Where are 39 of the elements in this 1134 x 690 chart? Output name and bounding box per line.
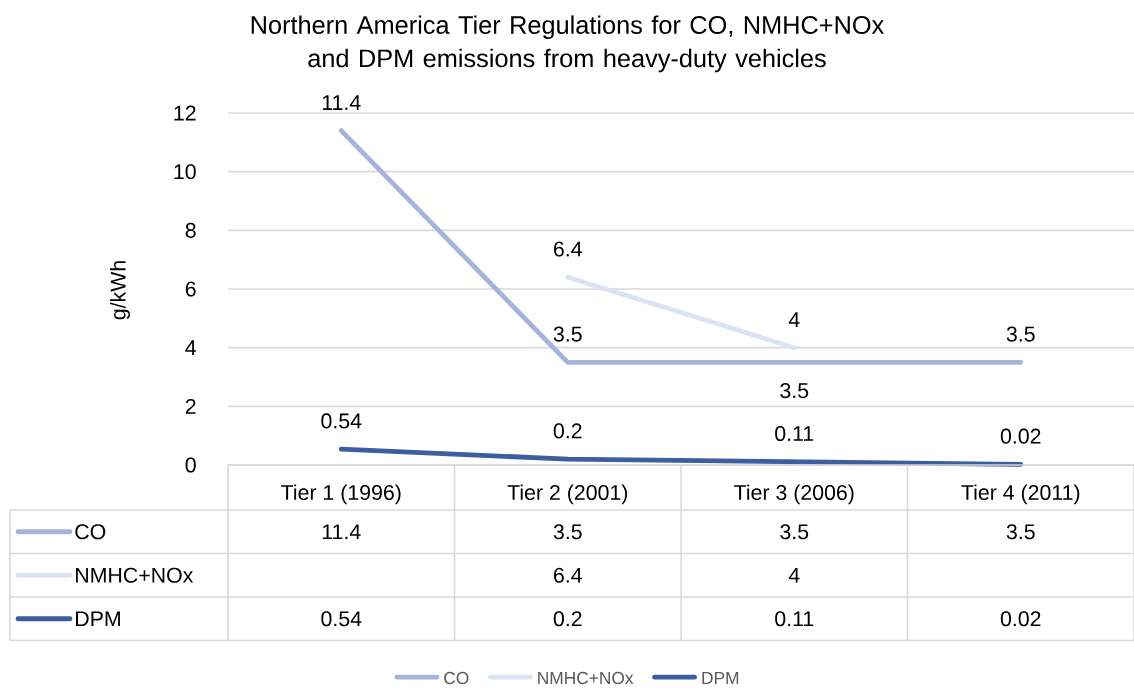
data-label: 0.02 <box>1000 428 1041 444</box>
data-label: 3.5 <box>553 326 582 342</box>
text: DPM <box>76 611 120 627</box>
data-label: 0.54 <box>321 413 362 429</box>
data-label: 3.5 <box>780 383 809 399</box>
text: 6.4 <box>554 567 582 583</box>
y-tick-label: 6 <box>185 281 196 297</box>
y-tick-label: 4 <box>185 340 196 356</box>
text: 3.5 <box>1006 524 1035 540</box>
y-tick-label: 8 <box>185 222 196 238</box>
chart-title: Northern America Tier Regulations for CO, NMHC+NOx and DPM emissions from heavy-duty vehicles <box>251 15 884 73</box>
text: CO <box>444 671 469 685</box>
data-label: 0.2 <box>553 423 582 439</box>
text: 4 <box>788 567 800 583</box>
text: 0.54 <box>321 611 362 627</box>
x-tick-label: Tier 1 (1996) <box>281 484 401 505</box>
y-tick-label: 2 <box>185 398 196 414</box>
text: 0.11 <box>775 611 814 627</box>
data-label: 0.11 <box>775 425 814 442</box>
data-label: 11.4 <box>322 95 361 110</box>
y-tick-label: 10 <box>174 164 196 180</box>
y-tick-label: 0 <box>185 457 196 473</box>
text: 3.5 <box>553 524 582 540</box>
legend-label: CO <box>75 524 106 540</box>
text: 11.4 <box>322 524 361 540</box>
y-axis-title: g/kWh <box>110 261 130 320</box>
data-label: 4 <box>788 312 800 327</box>
x-tick-label: Tier 2 (2001) <box>507 484 628 505</box>
x-tick-label: Tier 3 (2006) <box>734 484 854 505</box>
text: 3.5 <box>780 524 809 540</box>
legend-label: NMHC+NOx <box>538 671 634 685</box>
legend-label: DPM <box>702 672 739 684</box>
data-label: 6.4 <box>554 241 582 257</box>
data-label: 3.5 <box>1006 326 1035 342</box>
text: 0.02 <box>1000 611 1041 627</box>
text: 0.2 <box>553 611 582 627</box>
y-tick-label: 12 <box>174 105 196 121</box>
x-tick-label: Tier 4 (2011) <box>961 484 1080 505</box>
text: NMHC+NOx <box>76 567 194 583</box>
